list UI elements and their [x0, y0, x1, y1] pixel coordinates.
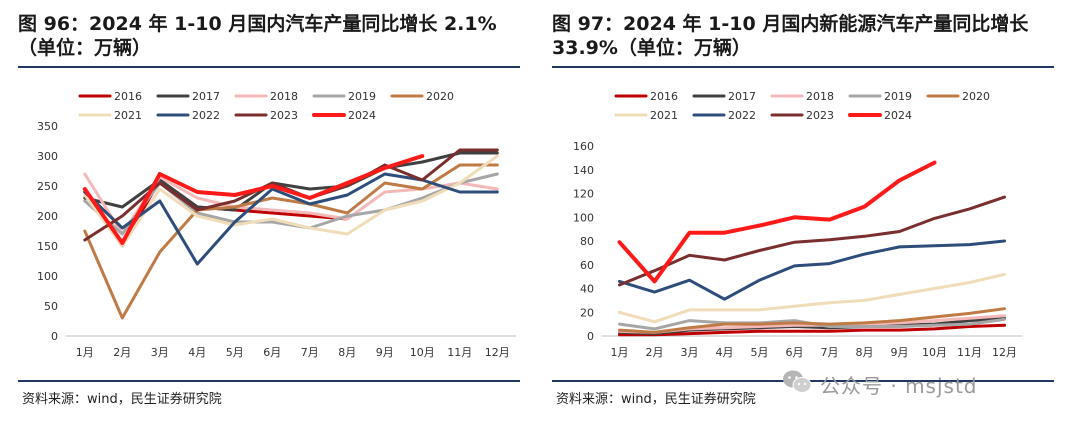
- chart-svg: 0 50 100 150 200 250 300 350 1月 2月 3月 4月 5月 6月 7月 8月 9月 1…: [37, 90, 516, 359]
- y-tick-label: 0: [51, 330, 58, 343]
- legend-label: 2017: [192, 90, 220, 103]
- y-tick-label: 120: [573, 188, 594, 201]
- series-line-2021: [83, 154, 499, 248]
- x-tick-label: 12月: [485, 346, 510, 359]
- legend-label: 2016: [114, 90, 142, 103]
- legend-label: 2024: [884, 109, 912, 122]
- y-tick-label: 40: [580, 283, 594, 296]
- legend-label: 2024: [348, 109, 376, 122]
- x-tick-label: 6月: [786, 346, 804, 359]
- legend-label: 2022: [192, 109, 220, 122]
- x-tick-label: 11月: [447, 346, 472, 359]
- legend-label: 2023: [270, 109, 298, 122]
- y-tick-label: 200: [37, 210, 58, 223]
- y-tick-label: 60: [580, 259, 594, 272]
- y-tick-label: 50: [44, 300, 58, 313]
- legend-label: 2017: [728, 90, 756, 103]
- legend-label: 2021: [114, 109, 142, 122]
- series-line-2022: [83, 172, 499, 266]
- y-tick-label: 100: [573, 211, 594, 224]
- chart-title: 图 97：2024 年 1-10 月国内新能源汽车产量同比增长 33.9%（单位…: [552, 13, 1029, 59]
- watermark: 公众号 · msjstd: [782, 365, 1072, 401]
- x-tick-label: 5月: [226, 346, 244, 359]
- x-tick-label: 8月: [338, 346, 356, 359]
- x-tick-label: 10月: [922, 346, 947, 359]
- y-tick-label: 0: [587, 330, 594, 343]
- chart-title: 图 96：2024 年 1-10 月国内汽车产量同比增长 2.1%（单位：万辆）: [18, 13, 497, 59]
- x-tick-label: 9月: [376, 346, 394, 359]
- x-tick-label: 7月: [301, 346, 319, 359]
- x-tick-label: 4月: [188, 346, 206, 359]
- x-tick-label: 2月: [113, 346, 131, 359]
- x-tick-label: 3月: [151, 346, 169, 359]
- series-line-2023: [618, 195, 1006, 287]
- y-tick-label: 160: [573, 140, 594, 153]
- series-line-2024: [82, 154, 425, 245]
- y-tick-label: 250: [37, 180, 58, 193]
- x-tick-label: 1月: [76, 346, 94, 359]
- series-line-2020: [618, 307, 1006, 334]
- watermark-text: 公众号 · msjstd: [820, 374, 978, 398]
- x-tick-label: 6月: [263, 346, 281, 359]
- legend-label: 2021: [650, 109, 678, 122]
- legend-label: 2020: [962, 90, 990, 103]
- x-tick-label: 8月: [856, 346, 874, 359]
- legend-label: 2022: [728, 109, 756, 122]
- series-line-2016: [618, 323, 1006, 337]
- x-tick-label: 9月: [891, 346, 909, 359]
- legend-label: 2019: [348, 90, 376, 103]
- chart-panel-left: 图 96：2024 年 1-10 月国内汽车产量同比增长 2.1%（单位：万辆）…: [18, 0, 528, 427]
- legend-label: 2018: [806, 90, 834, 103]
- x-tick-label: 3月: [681, 346, 699, 359]
- y-tick-label: 300: [37, 150, 58, 163]
- x-tick-label: 12月: [992, 346, 1017, 359]
- source-note: 资料来源：wind，民生证券研究院: [22, 392, 222, 407]
- y-tick-label: 350: [37, 120, 58, 133]
- legend-label: 2018: [270, 90, 298, 103]
- wechat-icon: [783, 370, 812, 393]
- y-tick-label: 100: [37, 270, 58, 283]
- title-rule: [552, 66, 1054, 68]
- y-tick-label: 140: [573, 164, 594, 177]
- series-line-2024: [617, 160, 937, 284]
- source-rule: [18, 380, 520, 382]
- x-tick-label: 4月: [716, 346, 734, 359]
- x-tick-label: 1月: [611, 346, 629, 359]
- legend-label: 2019: [884, 90, 912, 103]
- legend-label: 2023: [806, 109, 834, 122]
- series-line-2022: [618, 239, 1006, 301]
- legend-label: 2016: [650, 90, 678, 103]
- series-line-2021: [618, 272, 1006, 324]
- legend-label: 2020: [426, 90, 454, 103]
- source-note: 资料来源：wind，民生证券研究院: [556, 392, 756, 407]
- title-rule: [18, 66, 520, 68]
- series-line-2020: [83, 163, 499, 320]
- x-tick-label: 11月: [957, 346, 982, 359]
- chart-svg: 0 20 40 60 80 100 120 140 160 1月 2月 3月 4月 5月 6月 7月 8月 9月 1…: [573, 90, 1022, 359]
- y-tick-label: 150: [37, 240, 58, 253]
- y-tick-label: 20: [580, 306, 594, 319]
- y-tick-label: 80: [580, 235, 594, 248]
- x-tick-label: 2月: [646, 346, 664, 359]
- x-tick-label: 10月: [410, 346, 435, 359]
- chart-panel-right: 图 97：2024 年 1-10 月国内新能源汽车产量同比增长 33.9%（单位…: [552, 0, 1062, 427]
- x-tick-label: 5月: [751, 346, 769, 359]
- x-tick-label: 7月: [821, 346, 839, 359]
